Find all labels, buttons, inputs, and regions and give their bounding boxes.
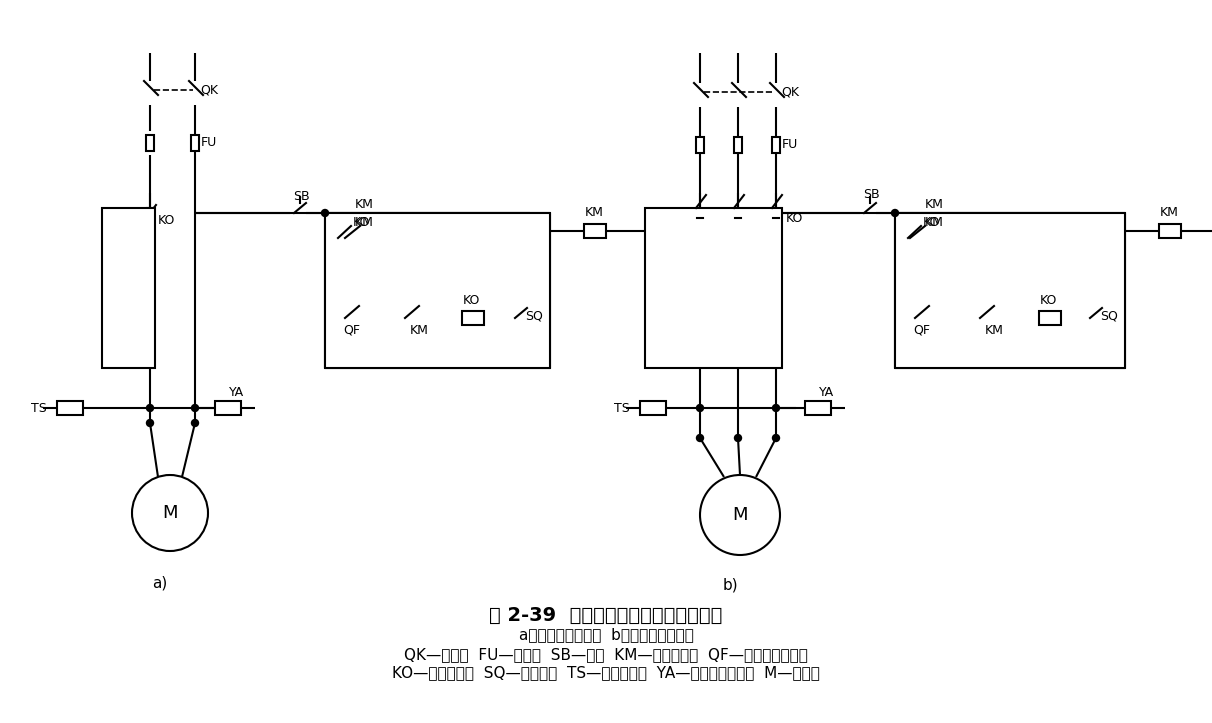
Circle shape	[132, 475, 208, 551]
Bar	[894, 213, 1125, 368]
Bar	[640, 401, 667, 415]
Text: KM: KM	[355, 215, 373, 228]
Circle shape	[191, 404, 199, 411]
Text: KO: KO	[1040, 294, 1057, 307]
Text: QK—刀开关  FU—熔断器  SB—按钮  KM—中间继电器  QF—断路器辅助触头: QK—刀开关 FU—熔断器 SB—按钮 KM—中间继电器 QF—断路器辅助触头	[404, 648, 808, 662]
Text: FU: FU	[201, 137, 217, 150]
Bar	[325, 213, 550, 368]
Text: KO: KO	[924, 216, 941, 229]
Text: SQ: SQ	[525, 309, 543, 322]
Circle shape	[701, 475, 781, 555]
Circle shape	[191, 419, 199, 427]
Bar	[462, 311, 484, 325]
Text: a）直流电动机操作  b）交流电动机操作: a）直流电动机操作 b）交流电动机操作	[519, 628, 693, 643]
Text: KO: KO	[158, 215, 176, 228]
Bar	[145, 135, 154, 151]
Bar	[57, 401, 82, 415]
Text: a): a)	[153, 576, 167, 591]
Text: YA: YA	[229, 385, 244, 398]
Circle shape	[697, 404, 703, 411]
Text: 图 2-39  断路器的电动机操作控制电路: 图 2-39 断路器的电动机操作控制电路	[490, 605, 722, 625]
Bar	[1039, 311, 1060, 325]
Circle shape	[772, 435, 779, 442]
Text: QK: QK	[781, 85, 799, 98]
Text: FU: FU	[782, 139, 799, 152]
Bar	[1159, 224, 1180, 238]
Text: SB: SB	[293, 190, 309, 203]
Bar	[772, 137, 781, 153]
Circle shape	[697, 435, 703, 442]
Circle shape	[321, 210, 328, 216]
Bar	[102, 208, 155, 368]
Circle shape	[734, 435, 742, 442]
Circle shape	[147, 404, 154, 411]
Text: KM: KM	[925, 199, 944, 212]
Circle shape	[772, 404, 779, 411]
Text: M: M	[162, 504, 178, 522]
Text: b): b)	[722, 578, 738, 593]
Text: YA: YA	[819, 385, 834, 398]
Text: SQ: SQ	[1100, 309, 1117, 322]
Text: KM: KM	[410, 323, 429, 336]
Text: KO: KO	[787, 212, 804, 225]
Text: TS: TS	[32, 401, 47, 414]
Bar	[584, 224, 606, 238]
Text: KM: KM	[585, 207, 604, 220]
Bar	[645, 208, 782, 368]
Text: KO: KO	[353, 216, 371, 229]
Bar	[215, 401, 241, 415]
Bar	[696, 137, 704, 153]
Circle shape	[147, 419, 154, 427]
Bar	[734, 137, 742, 153]
Text: TS: TS	[614, 401, 630, 414]
Text: QK: QK	[200, 83, 218, 96]
Text: KM: KM	[1160, 207, 1179, 220]
Text: KM: KM	[355, 199, 373, 212]
Text: KO—合闸接触器  SQ—行程开关  TS—失压脱扣器  YA—制动电磁铁线圈  M—电动机: KO—合闸接触器 SQ—行程开关 TS—失压脱扣器 YA—制动电磁铁线圈 M—电…	[391, 665, 821, 680]
Text: KO: KO	[463, 294, 480, 307]
Text: SB: SB	[863, 189, 880, 202]
Bar	[805, 401, 831, 415]
Text: QF: QF	[343, 323, 360, 336]
Text: M: M	[732, 506, 748, 524]
Circle shape	[892, 210, 898, 216]
Text: KM: KM	[925, 215, 944, 228]
Text: QF: QF	[913, 323, 930, 336]
Text: KM: KM	[985, 323, 1004, 336]
Bar	[191, 135, 199, 151]
